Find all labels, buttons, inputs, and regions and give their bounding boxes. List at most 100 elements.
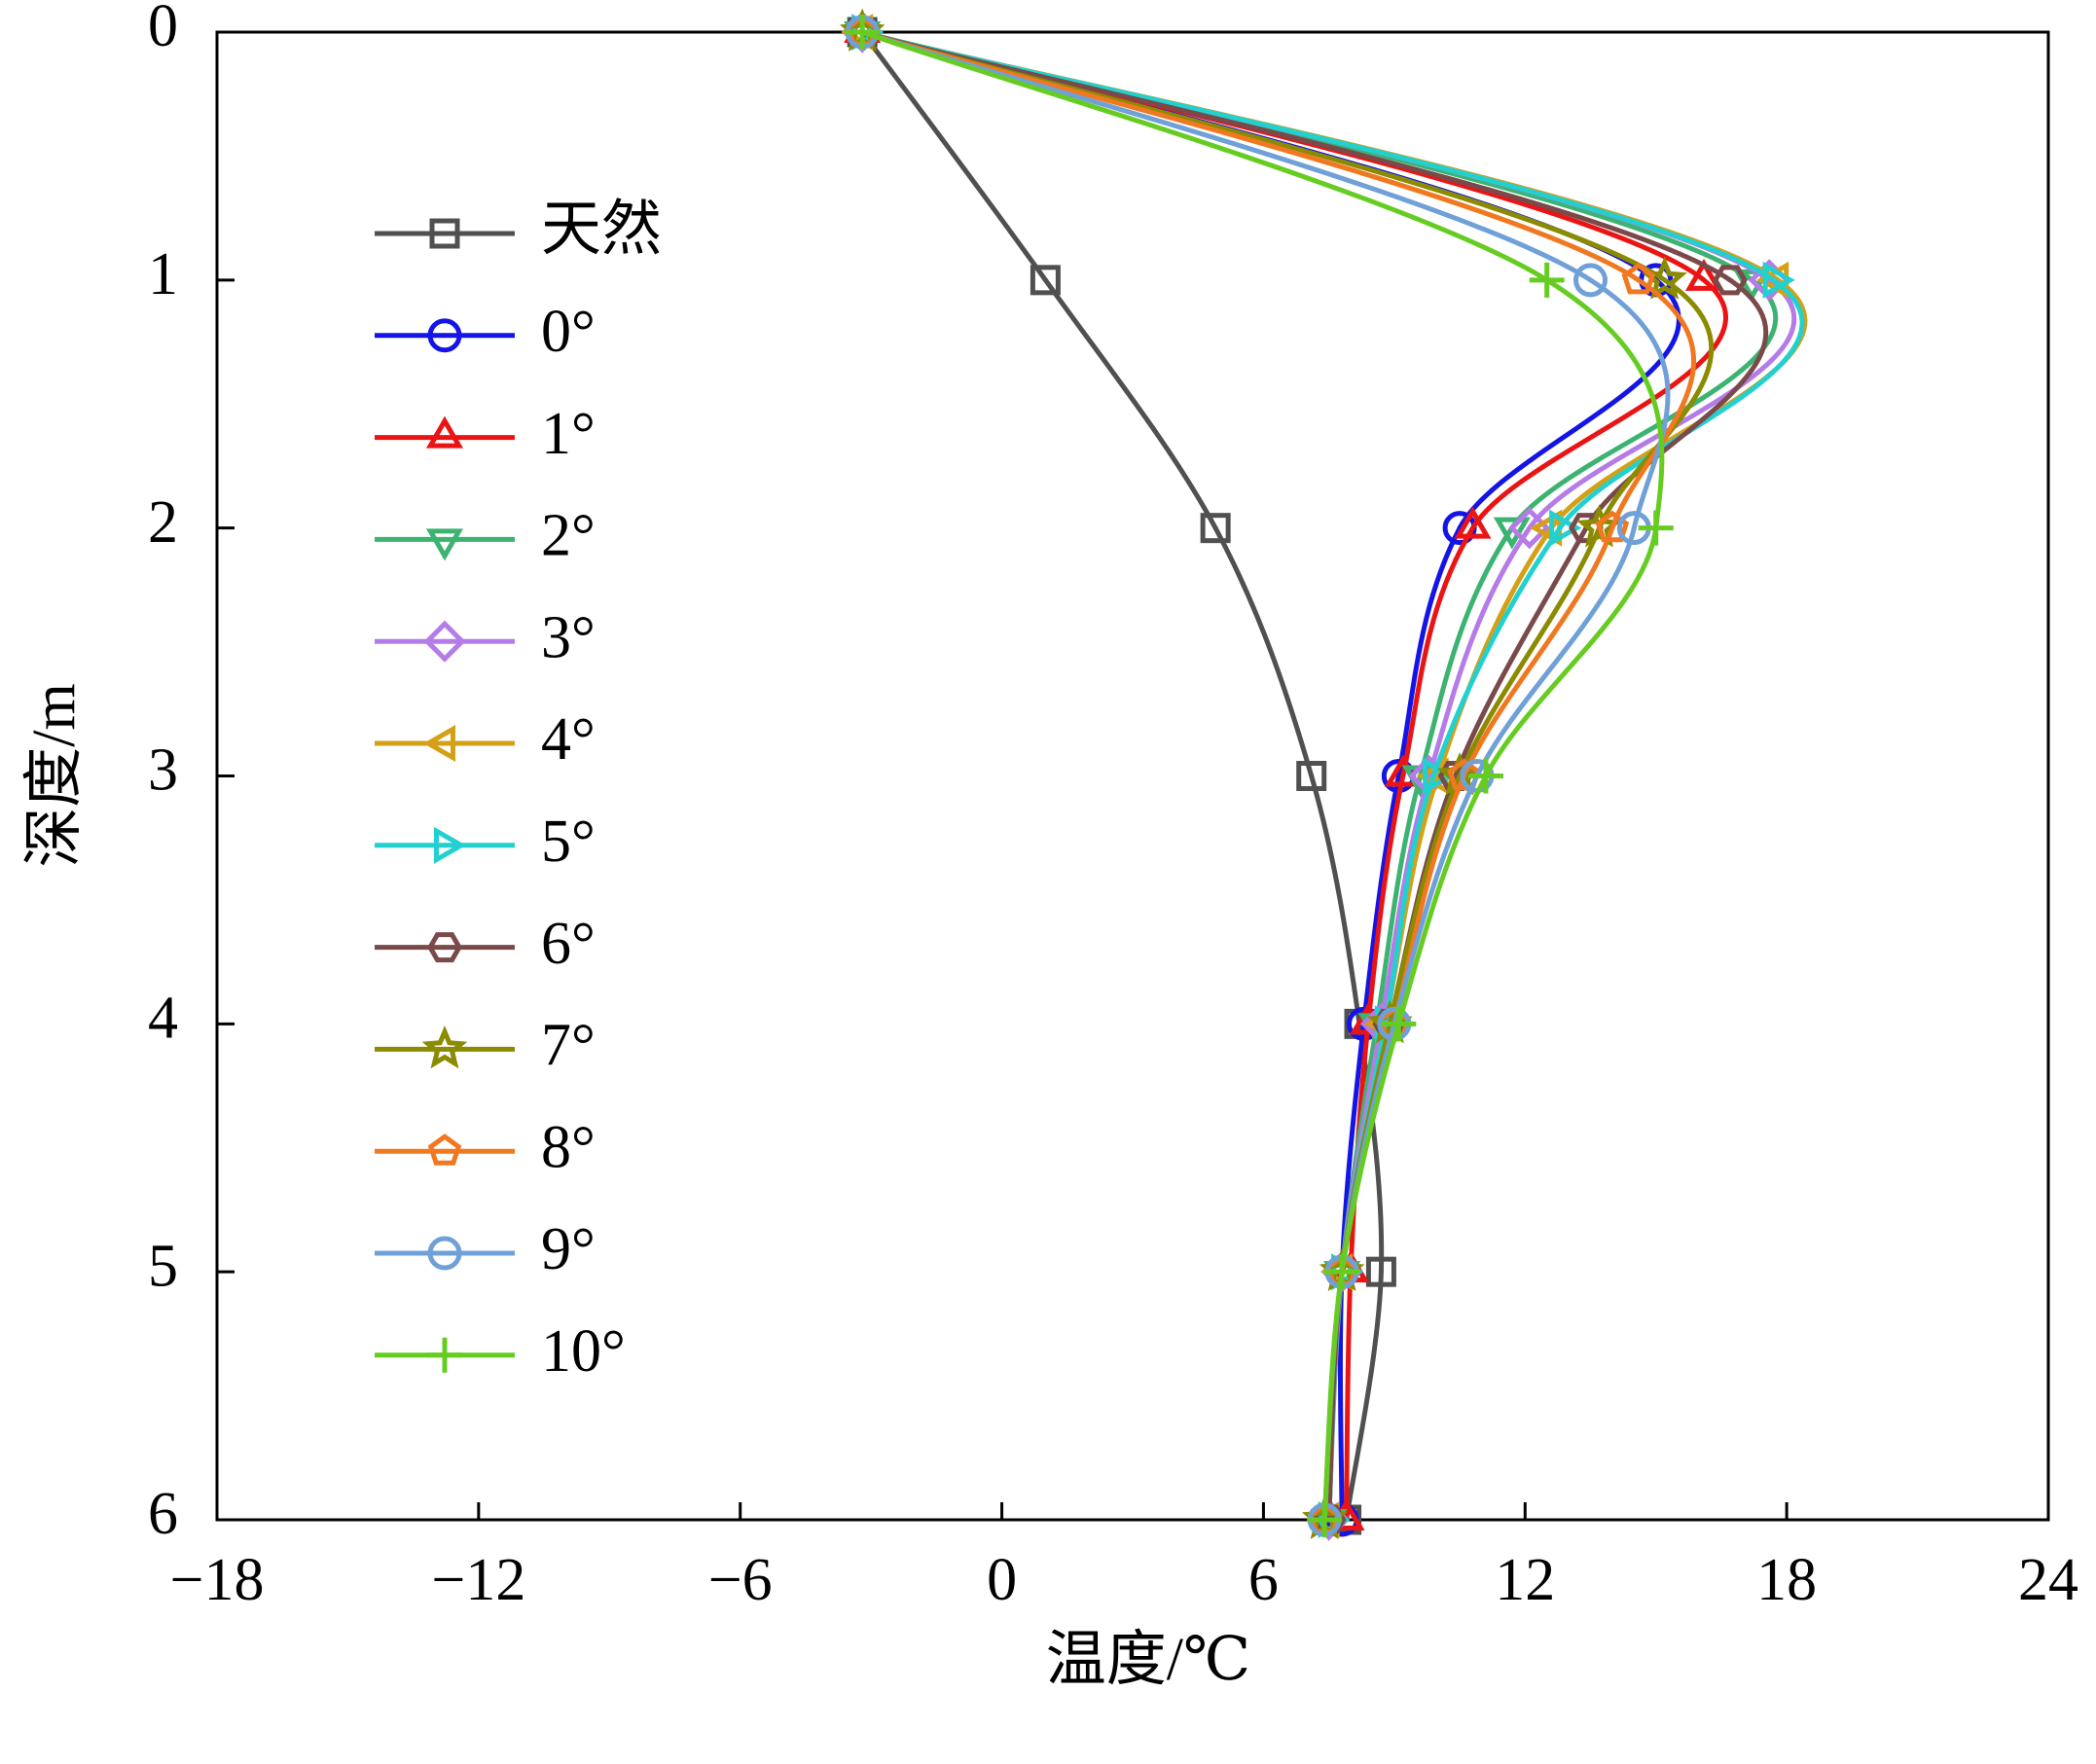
marker-shape bbox=[1549, 509, 1582, 547]
legend-label: 3° bbox=[541, 604, 596, 670]
marker-dot bbox=[1042, 277, 1048, 283]
legend-label: 7° bbox=[541, 1013, 596, 1079]
y-axis-title: 深度/m bbox=[21, 683, 88, 867]
series-line bbox=[861, 29, 1696, 1521]
marker-shape bbox=[1296, 761, 1327, 791]
marker-shape bbox=[1529, 262, 1565, 298]
legend-marker bbox=[423, 620, 466, 663]
marker-shape bbox=[1324, 1254, 1360, 1290]
marker-shape bbox=[1365, 1256, 1396, 1287]
legend-marker bbox=[425, 415, 464, 449]
marker-shape bbox=[427, 1134, 462, 1166]
marker-shape bbox=[1030, 265, 1061, 296]
data-point bbox=[1381, 1006, 1417, 1042]
marker-dot bbox=[1631, 525, 1637, 531]
legend-label: 天然 bbox=[541, 197, 662, 263]
legend-label: 6° bbox=[541, 911, 596, 977]
marker-dot bbox=[442, 740, 448, 746]
data-point bbox=[1307, 1502, 1343, 1537]
marker-shape bbox=[1381, 1006, 1417, 1042]
x-tick-label: 6 bbox=[1248, 1547, 1279, 1613]
marker-dot bbox=[1609, 525, 1615, 531]
x-tick-label: −18 bbox=[170, 1547, 265, 1613]
marker-dot bbox=[1378, 1269, 1384, 1275]
marker-dot bbox=[1395, 774, 1401, 778]
marker-dot bbox=[442, 1250, 448, 1256]
legend-marker bbox=[434, 826, 467, 864]
x-tick-label: 12 bbox=[1495, 1547, 1555, 1613]
data-point bbox=[1030, 265, 1061, 296]
marker-shape bbox=[1573, 263, 1608, 298]
data-point bbox=[1365, 1256, 1396, 1287]
legend-marker bbox=[427, 1337, 462, 1373]
marker-dot bbox=[1701, 277, 1707, 283]
legend-label: 2° bbox=[541, 503, 596, 569]
x-tick-label: 0 bbox=[987, 1547, 1017, 1613]
marker-dot bbox=[1309, 774, 1315, 778]
marker-dot bbox=[442, 1046, 448, 1052]
marker-shape bbox=[423, 620, 466, 663]
legend-label: 4° bbox=[541, 706, 596, 773]
series-line bbox=[861, 29, 1671, 1521]
data-point bbox=[1296, 761, 1327, 791]
marker-dot bbox=[1400, 774, 1406, 778]
marker-shape bbox=[425, 415, 464, 449]
marker-dot bbox=[442, 435, 448, 441]
marker-dot bbox=[1727, 277, 1733, 283]
data-point bbox=[1638, 510, 1674, 546]
marker-dot bbox=[442, 231, 448, 236]
series-line bbox=[861, 29, 1779, 1521]
x-tick-label: −6 bbox=[708, 1547, 773, 1613]
legend-marker bbox=[427, 1134, 462, 1166]
data-point bbox=[1549, 509, 1582, 547]
legend-label: 8° bbox=[541, 1114, 596, 1180]
data-point bbox=[1454, 506, 1492, 539]
marker-dot bbox=[1212, 525, 1218, 531]
marker-dot bbox=[1557, 525, 1563, 531]
legend-marker bbox=[422, 724, 455, 763]
data-point bbox=[1684, 258, 1723, 291]
marker-shape bbox=[1200, 513, 1231, 544]
x-axis-title: 温度/℃ bbox=[1046, 1627, 1251, 1693]
marker-shape bbox=[421, 1025, 468, 1069]
series-line bbox=[860, 30, 1385, 1521]
marker-dot bbox=[1662, 277, 1668, 283]
marker-dot bbox=[1527, 525, 1533, 531]
marker-shape bbox=[1748, 259, 1790, 302]
marker-shape bbox=[434, 826, 467, 864]
data-point bbox=[1467, 758, 1503, 794]
legend-label: 9° bbox=[541, 1216, 596, 1282]
legend-marker bbox=[429, 218, 460, 249]
y-tick-label: 4 bbox=[148, 986, 178, 1052]
marker-shape bbox=[1447, 758, 1481, 791]
marker-dot bbox=[442, 843, 448, 848]
marker-shape bbox=[1621, 262, 1656, 295]
data-point bbox=[1713, 265, 1748, 296]
marker-shape bbox=[1684, 258, 1723, 291]
series-line bbox=[861, 29, 1715, 1521]
marker-shape bbox=[427, 1337, 462, 1373]
data-point bbox=[1621, 262, 1656, 295]
marker-shape bbox=[1307, 1502, 1343, 1537]
marker-dot bbox=[442, 536, 448, 542]
marker-dot bbox=[1470, 525, 1476, 531]
series-line bbox=[861, 29, 1681, 1521]
data-point bbox=[1200, 513, 1231, 544]
marker-shape bbox=[1508, 507, 1551, 550]
legend-marker bbox=[421, 1025, 468, 1069]
marker-dot bbox=[442, 945, 448, 951]
data-point bbox=[1573, 263, 1608, 298]
data-point bbox=[845, 15, 881, 50]
x-tick-label: −12 bbox=[431, 1547, 525, 1613]
series-line bbox=[861, 29, 1728, 1521]
y-tick-label: 0 bbox=[148, 0, 178, 59]
legend-label: 0° bbox=[541, 299, 596, 365]
marker-shape bbox=[1713, 265, 1748, 296]
legend-label: 1° bbox=[541, 401, 596, 467]
legend-label: 5° bbox=[541, 809, 596, 875]
y-tick-label: 5 bbox=[148, 1233, 178, 1299]
marker-shape bbox=[422, 724, 455, 763]
marker-shape bbox=[1638, 510, 1674, 546]
data-point bbox=[1529, 262, 1565, 298]
